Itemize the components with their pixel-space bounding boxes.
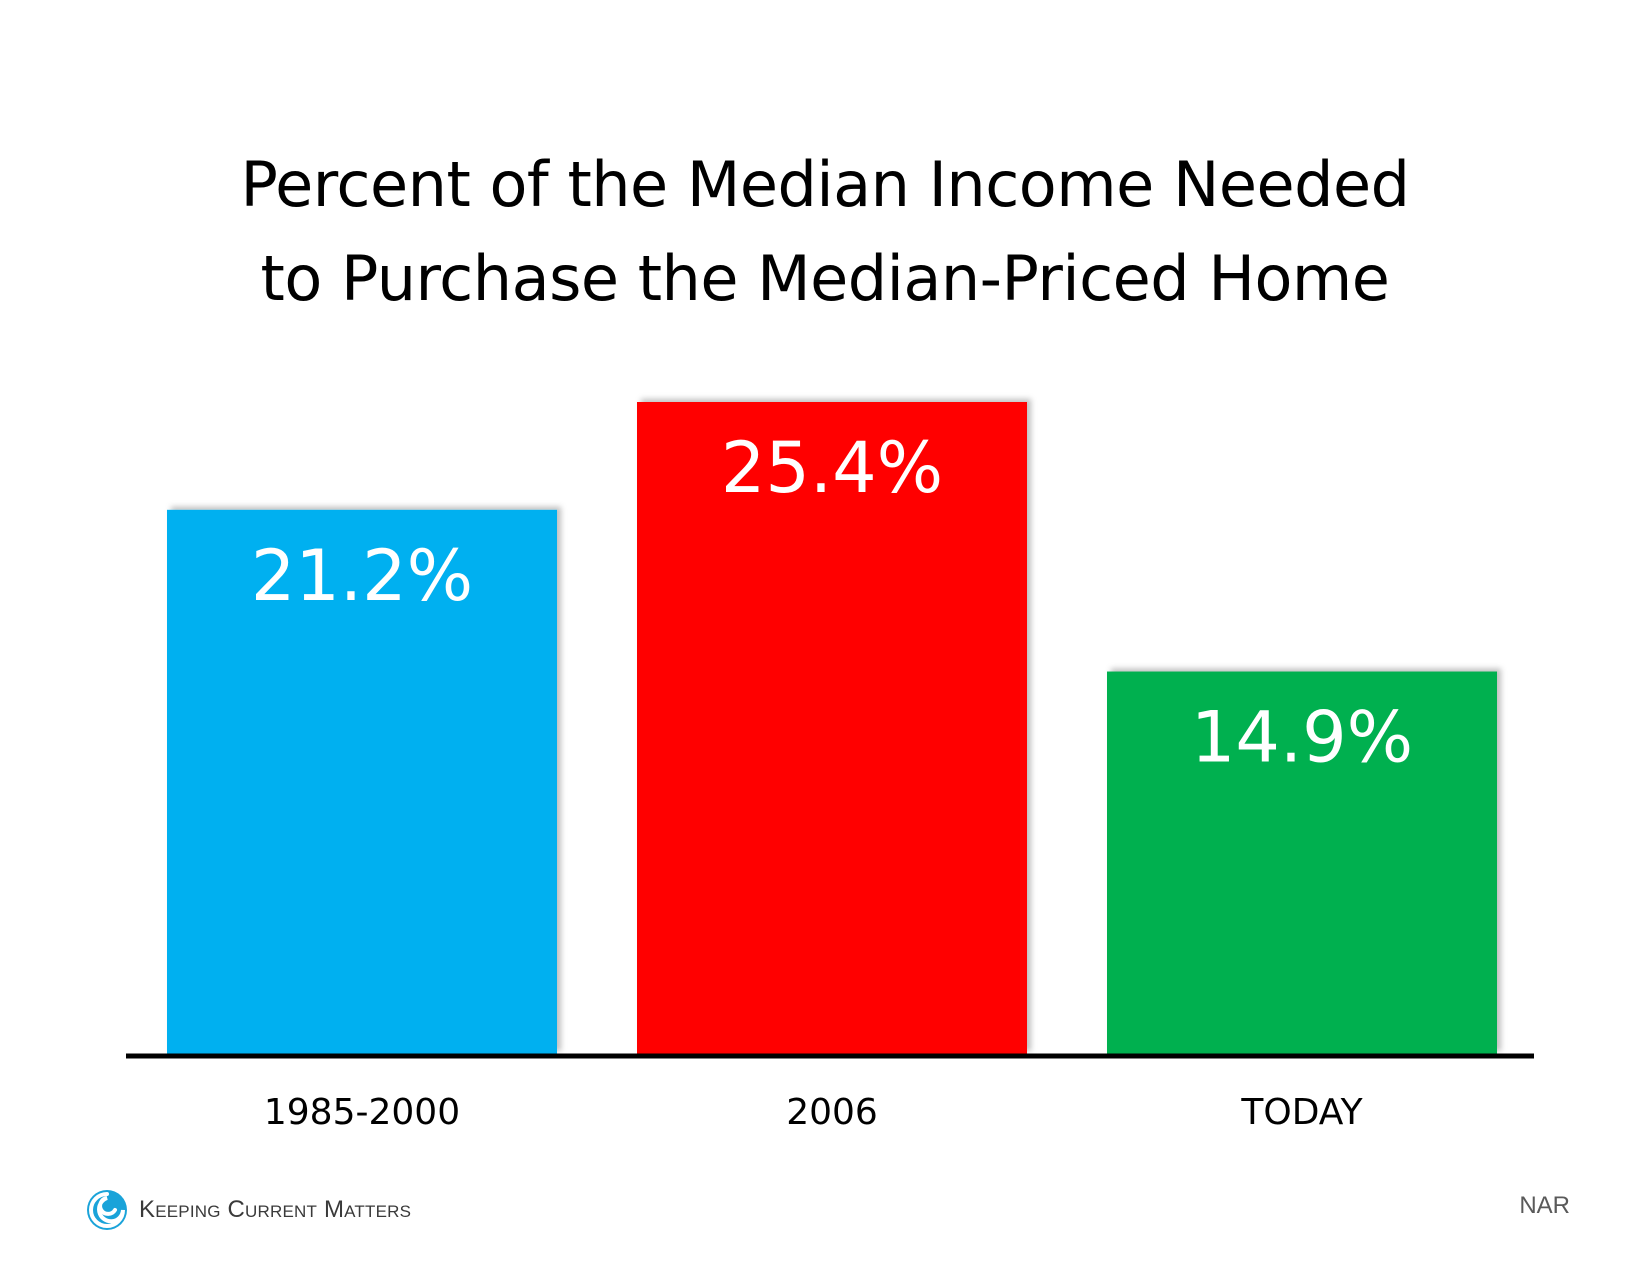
data-label: 14.9%	[1191, 697, 1413, 779]
data-label: 25.4%	[721, 427, 943, 509]
data-label: 21.2%	[251, 535, 473, 617]
category-labels-group: 1985-2000 2006 TODAY	[264, 1092, 1364, 1133]
chart-title-line-2: to Purchase the Median-Priced Home	[260, 242, 1390, 315]
bars-group: 21.2% 25.4% 14.9%	[167, 402, 1497, 1054]
swirl-logo-icon	[87, 1190, 127, 1230]
chart-title-line-1: Percent of the Median Income Needed	[240, 148, 1410, 221]
chart-title: Percent of the Median Income Needed to P…	[0, 138, 1650, 326]
brand-name: Keeping Current Matters	[139, 1196, 412, 1223]
category-label: 2006	[786, 1092, 878, 1133]
bar-1985-2000	[167, 509, 557, 1054]
bar-2006	[637, 402, 1027, 1054]
brand-logo: Keeping Current Matters	[85, 1188, 411, 1232]
category-label: 1985-2000	[264, 1092, 460, 1133]
source-label: NAR	[1519, 1192, 1570, 1219]
category-label: TODAY	[1240, 1092, 1363, 1133]
bar-today	[1107, 671, 1497, 1054]
